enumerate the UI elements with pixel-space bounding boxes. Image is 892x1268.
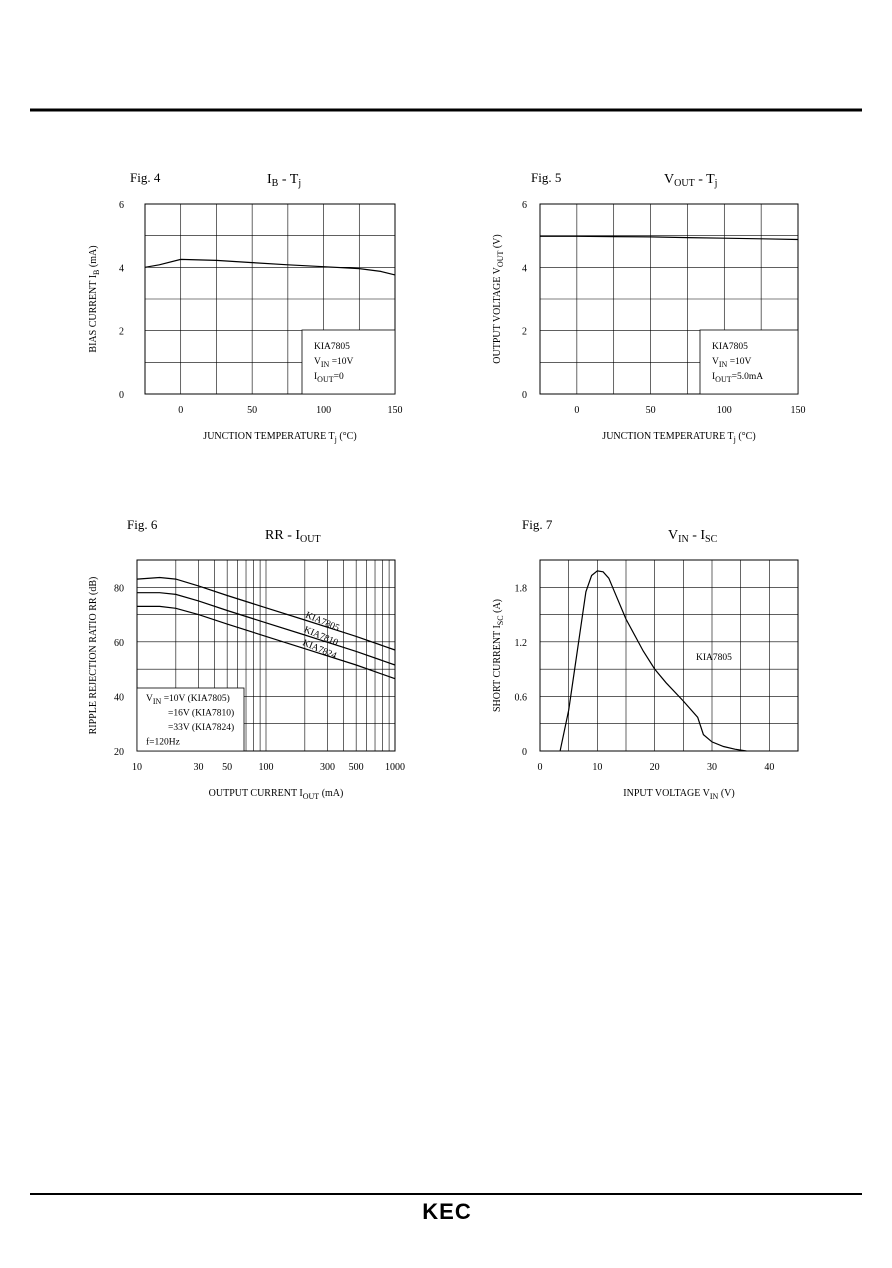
x-axis-label: OUTPUT CURRENT IOUT (mA)	[209, 788, 344, 801]
y-tick-label: 60	[114, 638, 124, 649]
condition-note: VIN =10V	[712, 357, 752, 369]
x-tick-label: 300	[320, 762, 335, 773]
plot-frame	[539, 203, 799, 395]
fig-label: Fig. 7	[522, 517, 553, 532]
x-tick-label: 50	[222, 762, 232, 773]
fig-label: Fig. 4	[130, 170, 161, 185]
x-axis-label: JUNCTION TEMPERATURE Tj (°C)	[602, 431, 755, 444]
y-tick-label: 0	[119, 390, 124, 401]
series-line	[559, 570, 747, 752]
condition-note: =16V (KIA7810)	[168, 708, 234, 719]
x-tick-label: 500	[349, 762, 364, 773]
grid	[137, 560, 395, 751]
chart-title: RR - IOUT	[265, 528, 321, 545]
y-axis-label: RIPPLE REJECTION RATIO RR (dB)	[88, 577, 99, 735]
x-tick-label: 0	[178, 405, 183, 416]
x-tick-label: 100	[259, 762, 274, 773]
y-tick-label: 40	[114, 692, 124, 703]
x-tick-label: 0	[574, 405, 579, 416]
chart-title: IB - Tj	[267, 172, 301, 189]
fig4-bias-current-chart: Fig. 4 IB - Tj 0 50 100 150 0 2 4 6 JUNCTION TEMPE…	[88, 170, 403, 444]
fig-label: Fig. 5	[531, 170, 561, 185]
condition-note: VIN =10V	[314, 357, 354, 369]
y-tick-label: 80	[114, 583, 124, 594]
x-tick-label: 30	[707, 762, 717, 773]
x-tick-label: 100	[717, 405, 732, 416]
y-tick-label: 1.8	[515, 583, 528, 594]
fig5-output-voltage-chart: Fig. 5 VOUT - Tj 0 50 100 150 0 2 4 6 JUNCTION TEM…	[492, 170, 806, 444]
condition-note: =33V (KIA7824)	[168, 722, 234, 733]
plot-frame	[144, 203, 396, 395]
x-tick-label: 20	[650, 762, 660, 773]
grid	[540, 204, 798, 394]
grid	[145, 204, 395, 394]
y-axis-label: OUTPUT VOLTAGE VOUT (V)	[492, 234, 505, 363]
y-tick-label: 1.2	[515, 638, 528, 649]
y-tick-label: 6	[522, 200, 527, 211]
y-axis-label: SHORT CURRENT ISC (A)	[492, 599, 505, 712]
x-tick-label: 150	[791, 405, 806, 416]
y-tick-label: 4	[119, 263, 124, 274]
conditions-box	[699, 329, 799, 395]
series-line-kia7810	[137, 592, 396, 666]
kec-logo: KEC	[422, 1199, 471, 1224]
condition-note: KIA7805	[314, 342, 350, 352]
x-tick-label: 1000	[385, 762, 405, 773]
condition-note: KIA7805	[696, 653, 732, 663]
y-tick-label: 2	[119, 327, 124, 338]
x-tick-label: 30	[194, 762, 204, 773]
x-tick-label: 100	[316, 405, 331, 416]
chart-title: VIN - ISC	[668, 528, 718, 545]
x-tick-label: 50	[646, 405, 656, 416]
y-tick-label: 0	[522, 747, 527, 758]
y-tick-label: 20	[114, 747, 124, 758]
series-line-kia7824	[137, 605, 396, 680]
x-tick-label: 40	[764, 762, 774, 773]
x-tick-label: 150	[388, 405, 403, 416]
condition-note: f=120Hz	[146, 737, 180, 748]
chart-title: VOUT - Tj	[664, 172, 717, 189]
conditions-box	[301, 329, 396, 395]
y-tick-label: 0	[522, 390, 527, 401]
condition-note: IOUT=0	[314, 372, 344, 384]
x-tick-label: 0	[538, 762, 543, 773]
y-axis-label: BIAS CURRENT IB (mA)	[88, 245, 101, 352]
x-axis-label: INPUT VOLTAGE VIN (V)	[623, 788, 734, 801]
plot-frame	[539, 559, 799, 752]
fig6-ripple-rejection-chart: Fig. 6 RR - IOUT 10 30 50 100 300 500 1000 20 40 60…	[88, 517, 405, 801]
series-line	[540, 235, 799, 241]
fig-label: Fig. 6	[127, 517, 158, 532]
y-tick-label: 0.6	[515, 692, 528, 703]
fig7-short-current-chart: Fig. 7 VIN - ISC 0 10 20 30 40 0 0.6 1.2 1.8 INPUT …	[492, 517, 799, 801]
x-axis-label: JUNCTION TEMPERATURE Tj (°C)	[203, 431, 356, 444]
series-line-kia7805	[136, 576, 396, 651]
grid	[540, 560, 798, 751]
x-tick-label: 10	[132, 762, 142, 773]
condition-note: VIN =10V (KIA7805)	[146, 693, 230, 706]
y-tick-label: 4	[522, 263, 527, 274]
conditions-box	[136, 687, 245, 752]
plot-frame	[136, 559, 396, 752]
y-tick-label: 6	[119, 200, 124, 211]
series-line	[144, 258, 396, 276]
x-tick-label: 50	[247, 405, 257, 416]
x-tick-label: 10	[592, 762, 602, 773]
y-tick-label: 2	[522, 327, 527, 338]
condition-note: KIA7805	[712, 342, 748, 352]
condition-note: IOUT=5.0mA	[712, 372, 763, 384]
